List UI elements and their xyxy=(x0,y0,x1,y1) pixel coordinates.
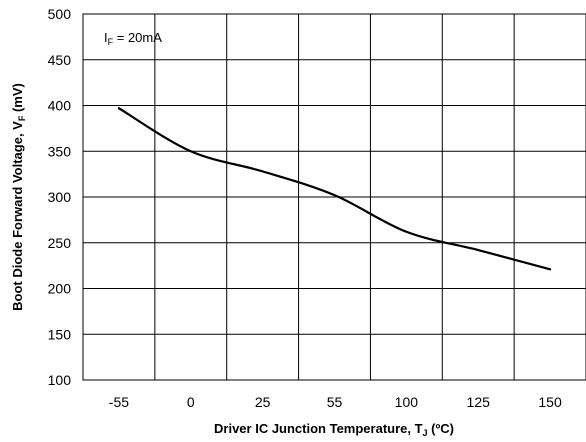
grid xyxy=(83,14,586,380)
y-tick-label: 150 xyxy=(48,326,72,342)
y-axis-label: Boot Diode Forward Voltage, VF (mV) xyxy=(10,83,27,311)
x-tick-label: 0 xyxy=(187,394,195,410)
y-tick-label: 400 xyxy=(48,98,72,114)
y-tick-label: 450 xyxy=(48,52,72,68)
x-tick-labels: -55 0 25 55 100 125 150 xyxy=(109,394,562,410)
y-tick-label: 300 xyxy=(48,189,72,205)
x-tick-label: 125 xyxy=(467,394,491,410)
y-tick-label: 350 xyxy=(48,143,72,159)
y-tick-labels: 100 150 200 250 300 350 400 450 500 xyxy=(48,6,72,388)
series-line xyxy=(117,107,552,271)
y-axis-label-main: Boot Diode Forward Voltage, V xyxy=(10,121,25,311)
x-axis-label: Driver IC Junction Temperature, TJ (ºC) xyxy=(214,421,454,438)
x-axis-label-tail: (ºC) xyxy=(428,421,454,436)
annotation-if: IF = 20mA xyxy=(104,30,162,47)
x-tick-label: 150 xyxy=(538,394,562,410)
y-tick-label: 200 xyxy=(48,281,72,297)
x-tick-label: 55 xyxy=(327,394,343,410)
x-tick-label: 25 xyxy=(255,394,271,410)
x-tick-label: 100 xyxy=(395,394,419,410)
y-tick-label: 250 xyxy=(48,235,72,251)
y-tick-label: 100 xyxy=(48,372,72,388)
annotation-sub: F xyxy=(108,37,114,47)
y-axis-label-sub: F xyxy=(17,115,27,121)
y-axis-label-tail: (mV) xyxy=(10,83,25,116)
y-tick-label: 500 xyxy=(48,6,72,22)
x-tick-label: -55 xyxy=(109,394,129,410)
plot-frame xyxy=(82,13,586,381)
annotation-main: I xyxy=(104,30,108,45)
annotation-tail: = 20mA xyxy=(113,30,162,45)
x-axis-label-main: Driver IC Junction Temperature, T xyxy=(214,421,423,436)
x-axis-label-sub: J xyxy=(423,428,428,438)
